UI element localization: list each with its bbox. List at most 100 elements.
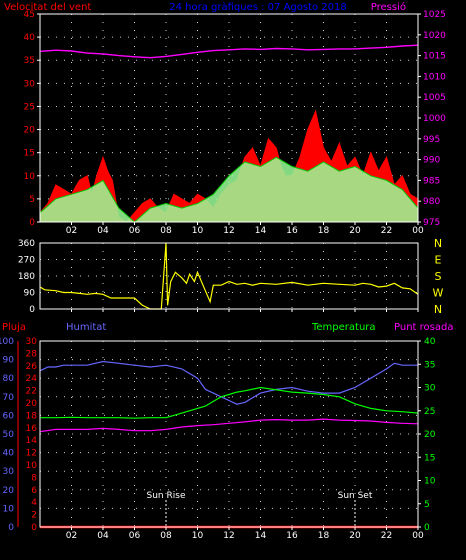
humitat-tick-label: 30: [26, 337, 38, 347]
pressure-tick-label: 990: [423, 156, 440, 166]
p3-xtick-label: 00: [412, 531, 424, 541]
wind-speed-tick-label: 30: [24, 79, 36, 89]
temperatura-tick-label: 40: [424, 337, 436, 347]
wind-average-area: [40, 157, 418, 222]
direction-tick-label: 360: [18, 239, 35, 249]
p3-xtick-label: 06: [129, 531, 141, 541]
humitat-tick-label: 24: [26, 374, 38, 384]
p3-xtick-label: 04: [97, 531, 109, 541]
wind-speed-tick-label: 10: [24, 172, 36, 182]
humitat-tick-label: 8: [31, 473, 37, 483]
compass-tick-label: S: [435, 270, 442, 283]
pluja-tick-label: 80: [3, 374, 15, 384]
punt-rosada-label: Punt rosada: [394, 322, 453, 333]
compass-tick-label: E: [435, 254, 442, 267]
temperatura-tick-label: 10: [424, 477, 436, 487]
pressure-tick-label: 995: [423, 135, 440, 145]
direction-tick-label: 180: [18, 272, 35, 282]
direction-tick-label: 90: [24, 289, 36, 299]
wind-speed-tick-label: 5: [29, 195, 35, 205]
wind-direction-line: [39, 242, 419, 310]
p3-xtick-label: 10: [192, 531, 204, 541]
sun-marker-label: Sun Rise: [147, 491, 186, 501]
humitat-tick-label: 22: [26, 387, 37, 397]
sun-marker-label: Sun Set: [338, 491, 373, 501]
wind-pressure-panel: 0510152025303540459759809859909951000100…: [24, 10, 447, 236]
wind-speed-tick-label: 0: [29, 218, 35, 228]
p1-xtick-label: 04: [97, 226, 109, 236]
humitat-tick-label: 28: [26, 349, 38, 359]
p3-xtick-label: 18: [318, 531, 330, 541]
pressure-tick-label: 1015: [423, 52, 446, 62]
temperatura-label: Temperatura: [311, 322, 376, 333]
wind-speed-tick-label: 45: [24, 10, 35, 20]
temperatura-tick-label: 20: [424, 430, 436, 440]
direction-tick-label: 270: [18, 256, 35, 266]
p1-xtick-label: 20: [349, 226, 361, 236]
p3-xtick-label: 20: [349, 531, 361, 541]
humitat-tick-label: 6: [31, 486, 37, 496]
p1-xtick-label: 12: [223, 226, 234, 236]
pressure-tick-label: 1025: [423, 10, 446, 20]
wind-average-line: [39, 156, 419, 223]
p1-xtick-label: 02: [66, 226, 77, 236]
pluja-label: Pluja: [2, 322, 26, 333]
humitat-tick-label: 26: [26, 362, 38, 372]
wind-speed-tick-label: 35: [24, 56, 35, 66]
pluja-tick-label: 50: [3, 430, 15, 440]
pluja-tick-label: 40: [3, 449, 15, 459]
p3-xtick-label: 02: [66, 531, 77, 541]
p3-xtick-label: 16: [286, 531, 298, 541]
wind-speed-label: Velocitat del vent: [4, 2, 91, 13]
p3-xtick-label: 12: [223, 531, 234, 541]
p1-xtick-label: 00: [412, 226, 424, 236]
pressure-tick-label: 975: [423, 218, 440, 228]
p3-xtick-label: 08: [160, 531, 172, 541]
pluja-tick-label: 10: [3, 504, 15, 514]
chart-title: 24 hora gràfiques : 07 Agosto 2018: [169, 1, 347, 13]
compass-tick-label: N: [434, 237, 442, 250]
pluja-tick-label: 30: [3, 467, 15, 477]
humitat-tick-label: 0: [31, 523, 37, 533]
humitat-tick-label: 20: [26, 399, 38, 409]
compass-tick-label: W: [433, 287, 444, 300]
p1-xtick-label: 06: [129, 226, 141, 236]
temperatura-tick-label: 25: [424, 407, 435, 417]
humitat-tick-label: 12: [26, 449, 37, 459]
humitat-tick-label: 16: [26, 424, 38, 434]
pressure-label: Pressió: [371, 1, 406, 13]
humitat-tick-label: 4: [31, 498, 37, 508]
pluja-tick-label: 60: [3, 411, 15, 421]
temperatura-tick-label: 5: [424, 500, 430, 510]
dewpoint-line: [39, 418, 419, 433]
p1-xtick-label: 08: [160, 226, 172, 236]
temperatura-tick-label: 30: [424, 384, 436, 394]
pluja-tick-label: 100: [0, 337, 14, 347]
humitat-label: Humitat: [66, 322, 106, 333]
temperatura-tick-label: 35: [424, 360, 435, 370]
p1-xtick-label: 16: [286, 226, 298, 236]
direction-tick-label: 0: [29, 305, 35, 315]
temperatura-tick-label: 0: [424, 523, 430, 533]
p1-xtick-label: 18: [318, 226, 330, 236]
humitat-tick-label: 14: [26, 436, 38, 446]
pluja-tick-label: 0: [8, 523, 14, 533]
pressure-tick-label: 980: [423, 197, 440, 207]
wind-speed-tick-label: 40: [24, 33, 36, 43]
temperature-line: [40, 386, 419, 419]
humitat-tick-label: 10: [26, 461, 38, 471]
pressure-tick-label: 1020: [423, 31, 446, 41]
pluja-tick-label: 90: [3, 356, 15, 366]
p1-xtick-label: 10: [192, 226, 204, 236]
pressure-tick-label: 1010: [423, 72, 446, 82]
p1-xtick-label: 22: [381, 226, 392, 236]
pressure-tick-label: 1005: [423, 93, 446, 103]
pressure-tick-label: 1000: [423, 114, 446, 124]
wind-speed-tick-label: 20: [24, 126, 36, 136]
pressure-tick-label: 985: [423, 176, 440, 186]
